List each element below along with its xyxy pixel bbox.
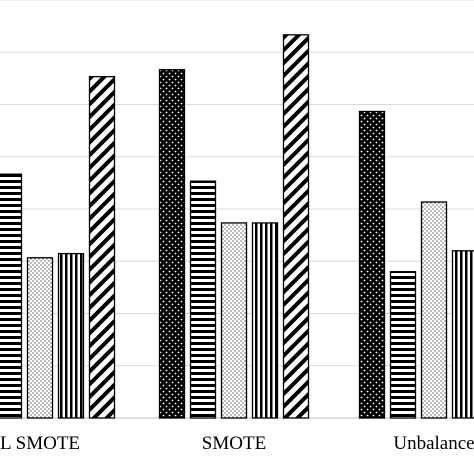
bars [0,34,474,419]
category-label: Unbalance [393,433,474,454]
category-labels: L SMOTE SMOTE Unbalance [0,433,474,454]
bar-horizontal-stripes-smote [189,180,217,419]
bar-diagonal-stripes-l-smote [88,75,116,419]
bar-dots-dark-unbalance [358,110,386,419]
category-label: L SMOTE [0,433,80,454]
bar-dots-light-smote [220,222,248,419]
bar-dots-dark-smote [158,69,186,419]
category-label: SMOTE [202,433,266,454]
bar-dots-light-unbalance [420,201,448,419]
bar-vertical-stripes-smote [251,222,279,419]
bar-vertical-stripes-unbalance [451,250,474,419]
bar-horizontal-stripes-unbalance [389,271,417,419]
bar-diagonal-stripes-smote [282,34,310,419]
bar-dots-light-l-smote [26,257,54,419]
bar-vertical-stripes-l-smote [57,252,85,419]
bar-horizontal-stripes-l-smote [0,173,23,419]
